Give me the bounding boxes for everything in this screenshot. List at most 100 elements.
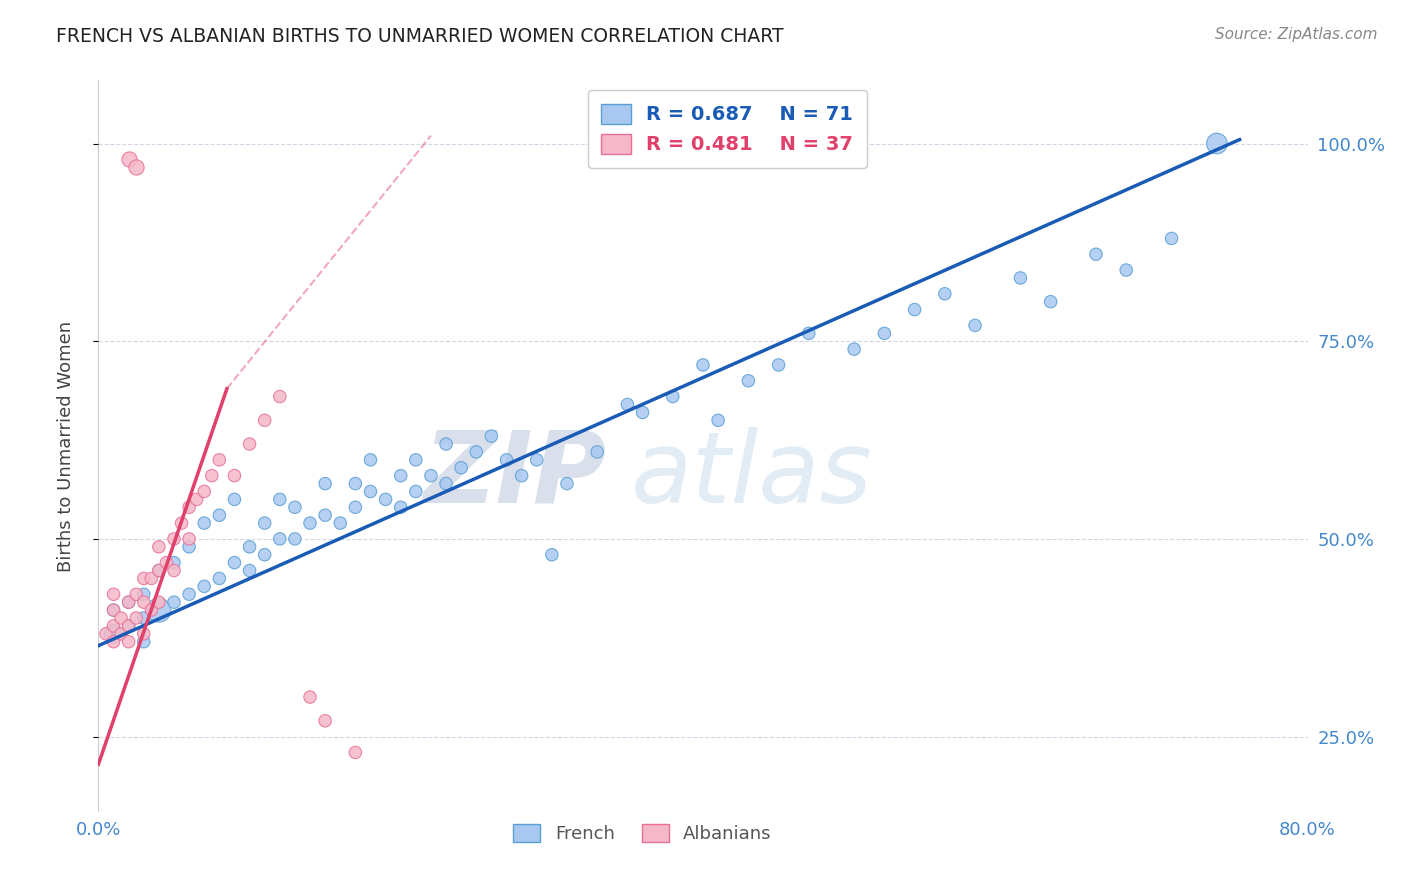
Point bbox=[110, 611, 132, 625]
Point bbox=[193, 516, 215, 530]
Point bbox=[179, 587, 201, 601]
Point bbox=[873, 326, 896, 341]
Point bbox=[1115, 263, 1137, 277]
Point bbox=[186, 492, 208, 507]
Point bbox=[118, 634, 141, 648]
Point bbox=[314, 476, 336, 491]
Point bbox=[163, 556, 186, 570]
Point bbox=[155, 556, 177, 570]
Point bbox=[148, 540, 170, 554]
Point bbox=[314, 508, 336, 523]
Point bbox=[1206, 136, 1229, 151]
Point bbox=[239, 564, 262, 578]
Point bbox=[141, 571, 163, 585]
Point bbox=[132, 627, 155, 641]
Point bbox=[253, 516, 276, 530]
Point bbox=[148, 603, 170, 617]
Point bbox=[768, 358, 790, 372]
Point bbox=[239, 540, 262, 554]
Point bbox=[405, 453, 427, 467]
Point bbox=[179, 500, 201, 515]
Point bbox=[118, 153, 141, 167]
Point bbox=[540, 548, 562, 562]
Point bbox=[616, 397, 638, 411]
Point bbox=[389, 500, 412, 515]
Point bbox=[179, 540, 201, 554]
Point bbox=[118, 619, 141, 633]
Point bbox=[269, 390, 291, 404]
Point bbox=[208, 453, 231, 467]
Point bbox=[299, 690, 322, 704]
Point bbox=[965, 318, 987, 333]
Point bbox=[405, 484, 427, 499]
Point bbox=[934, 286, 956, 301]
Point bbox=[201, 468, 224, 483]
Point bbox=[208, 508, 231, 523]
Point bbox=[148, 564, 170, 578]
Point bbox=[314, 714, 336, 728]
Text: ZIP: ZIP bbox=[423, 426, 606, 524]
Point bbox=[132, 611, 155, 625]
Point bbox=[224, 556, 246, 570]
Point bbox=[374, 492, 396, 507]
Legend: French, Albanians: French, Albanians bbox=[506, 816, 779, 850]
Point bbox=[148, 595, 170, 609]
Point bbox=[170, 516, 193, 530]
Point bbox=[510, 468, 533, 483]
Point bbox=[586, 445, 609, 459]
Point bbox=[224, 492, 246, 507]
Point bbox=[1160, 231, 1182, 245]
Point bbox=[94, 627, 117, 641]
Point bbox=[179, 532, 201, 546]
Point bbox=[103, 603, 125, 617]
Point bbox=[797, 326, 820, 341]
Point bbox=[904, 302, 927, 317]
Point bbox=[103, 603, 125, 617]
Point bbox=[344, 476, 367, 491]
Text: atlas: atlas bbox=[630, 426, 872, 524]
Point bbox=[495, 453, 517, 467]
Point bbox=[125, 161, 148, 175]
Point bbox=[329, 516, 352, 530]
Point bbox=[118, 595, 141, 609]
Point bbox=[269, 492, 291, 507]
Point bbox=[132, 587, 155, 601]
Point bbox=[253, 548, 276, 562]
Point bbox=[434, 437, 457, 451]
Point bbox=[103, 587, 125, 601]
Point bbox=[110, 627, 132, 641]
Point bbox=[344, 746, 367, 760]
Point bbox=[132, 595, 155, 609]
Point bbox=[526, 453, 548, 467]
Point bbox=[125, 611, 148, 625]
Point bbox=[163, 532, 186, 546]
Point bbox=[118, 619, 141, 633]
Point bbox=[118, 595, 141, 609]
Point bbox=[148, 564, 170, 578]
Point bbox=[193, 579, 215, 593]
Point bbox=[103, 627, 125, 641]
Point bbox=[631, 405, 654, 419]
Point bbox=[844, 342, 866, 356]
Point bbox=[465, 445, 488, 459]
Point bbox=[103, 619, 125, 633]
Y-axis label: Births to Unmarried Women: Births to Unmarried Women bbox=[56, 320, 75, 572]
Point bbox=[299, 516, 322, 530]
Point bbox=[125, 587, 148, 601]
Point bbox=[253, 413, 276, 427]
Point bbox=[692, 358, 714, 372]
Point bbox=[208, 571, 231, 585]
Point bbox=[224, 468, 246, 483]
Point bbox=[141, 603, 163, 617]
Text: FRENCH VS ALBANIAN BIRTHS TO UNMARRIED WOMEN CORRELATION CHART: FRENCH VS ALBANIAN BIRTHS TO UNMARRIED W… bbox=[56, 27, 785, 45]
Point bbox=[434, 476, 457, 491]
Text: Source: ZipAtlas.com: Source: ZipAtlas.com bbox=[1215, 27, 1378, 42]
Point bbox=[389, 468, 412, 483]
Point bbox=[344, 500, 367, 515]
Point bbox=[103, 634, 125, 648]
Point bbox=[360, 484, 382, 499]
Point bbox=[450, 460, 472, 475]
Point bbox=[284, 532, 307, 546]
Point bbox=[163, 595, 186, 609]
Point bbox=[661, 390, 683, 404]
